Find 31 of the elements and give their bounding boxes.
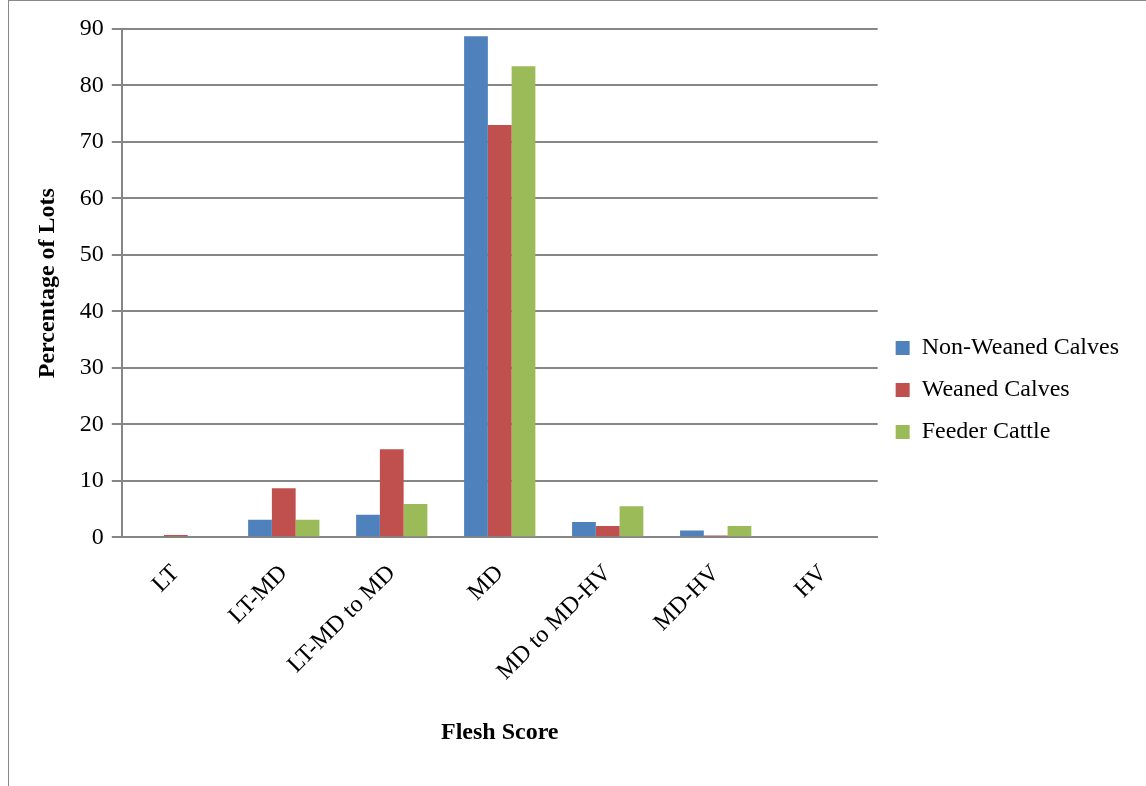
y-tick-label: 70 [79, 127, 104, 154]
bar [271, 488, 296, 537]
bar [619, 506, 644, 537]
y-tick-label: 0 [91, 522, 104, 549]
x-tick-label: HV [788, 558, 833, 602]
x-tick-label: MD [461, 559, 508, 605]
y-axis-title: Percentage of Lots [32, 188, 59, 379]
bar [379, 449, 404, 537]
bar [572, 522, 596, 537]
legend-label: Weaned Calves [921, 375, 1070, 402]
x-axis-title: Flesh Score [440, 717, 559, 744]
y-tick-label: 40 [79, 296, 104, 323]
legend-label: Non-Weaned Calves [921, 333, 1120, 360]
y-tick-label: 90 [79, 14, 104, 41]
legend-label: Feeder Cattle [921, 417, 1051, 444]
y-tick-label: 20 [79, 409, 104, 436]
bar [295, 519, 320, 537]
y-tick-label: 10 [79, 466, 104, 493]
bar [248, 519, 272, 537]
y-tick-label: 30 [79, 353, 104, 380]
bar [727, 526, 752, 537]
bar [356, 514, 380, 537]
y-tick-label: 80 [79, 70, 104, 97]
bar [487, 125, 512, 537]
y-tick-label: 50 [79, 240, 104, 267]
bar [403, 503, 428, 537]
bar [595, 526, 620, 537]
y-tick-label: 60 [79, 183, 104, 210]
x-tick-label: LT [146, 558, 185, 597]
bar [464, 36, 488, 537]
bar [511, 66, 536, 537]
